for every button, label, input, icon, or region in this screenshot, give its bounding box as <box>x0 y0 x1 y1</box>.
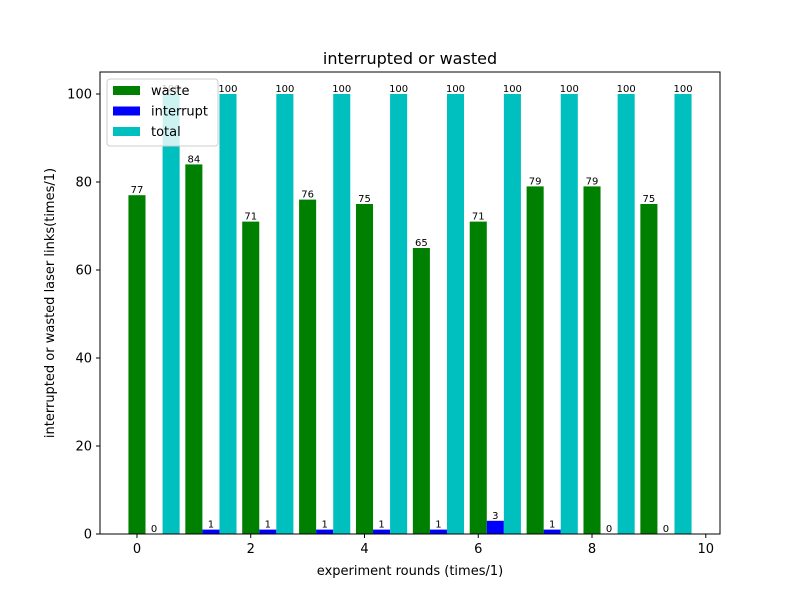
legend-swatch-interrupt <box>113 106 140 116</box>
bar-total-8 <box>617 94 635 534</box>
y-tick-label: 60 <box>75 264 92 279</box>
bar-waste-7 <box>526 186 544 534</box>
data-label-total-2: 100 <box>275 84 294 95</box>
y-axis: 0 20 40 60 80 100 <box>67 88 100 543</box>
data-label-total-8: 100 <box>617 84 636 95</box>
bar-interrupt-5 <box>429 529 447 534</box>
bar-interrupt-3 <box>316 529 334 534</box>
legend-label-interrupt: interrupt <box>151 105 208 120</box>
bar-interrupt-6 <box>486 520 504 534</box>
y-tick-label: 100 <box>67 88 92 103</box>
data-label-waste-8: 79 <box>586 176 599 187</box>
data-label-waste-7: 79 <box>529 176 542 187</box>
data-label-total-9: 100 <box>673 84 692 95</box>
x-axis: 0 2 4 6 8 10 <box>133 534 714 557</box>
data-label-waste-1: 84 <box>187 154 200 165</box>
chart-title: interrupted or wasted <box>323 49 497 68</box>
bar-total-5 <box>446 94 465 534</box>
data-label-waste-2: 71 <box>244 212 257 223</box>
legend: waste interrupt total <box>106 78 219 147</box>
legend-swatch-total <box>113 127 140 136</box>
bars-layer <box>128 94 692 534</box>
bar-waste-6 <box>469 221 487 534</box>
data-label-waste-9: 75 <box>643 194 656 205</box>
y-tick-label: 0 <box>84 528 92 543</box>
bar-waste-8 <box>583 186 601 534</box>
x-tick-label: 0 <box>133 542 141 557</box>
data-label-total-3: 100 <box>332 84 351 95</box>
data-label-interrupt-3: 1 <box>321 520 327 531</box>
legend-label-waste: waste <box>151 84 189 99</box>
data-label-waste-6: 71 <box>472 212 485 223</box>
data-label-total-5: 100 <box>446 84 465 95</box>
bar-total-1 <box>219 94 237 534</box>
legend-swatch-waste <box>113 86 140 95</box>
bar-waste-9 <box>640 204 658 534</box>
bar-total-7 <box>560 94 578 534</box>
legend-label-total: total <box>151 125 181 140</box>
bar-waste-3 <box>299 199 317 534</box>
data-label-total-6: 100 <box>503 84 522 95</box>
bar-total-4 <box>390 94 408 534</box>
plot-frame <box>99 71 721 535</box>
data-label-total-4: 100 <box>389 84 408 95</box>
bar-total-3 <box>333 94 351 534</box>
bar-waste-2 <box>242 221 260 534</box>
bar-total-9 <box>674 94 692 534</box>
y-tick-label: 80 <box>75 176 92 191</box>
data-label-waste-0: 77 <box>131 185 144 196</box>
data-label-waste-3: 76 <box>301 190 314 201</box>
bar-interrupt-4 <box>373 529 391 534</box>
data-label-waste-5: 65 <box>415 238 428 249</box>
bar-waste-0 <box>128 195 146 534</box>
data-label-interrupt-9: 0 <box>663 524 669 535</box>
data-label-total-7: 100 <box>560 84 579 95</box>
bar-waste-1 <box>185 164 203 534</box>
data-label-interrupt-6: 3 <box>492 511 498 522</box>
data-label-interrupt-5: 1 <box>435 520 441 531</box>
data-label-interrupt-4: 1 <box>378 520 384 531</box>
bar-interrupt-1 <box>202 529 220 534</box>
y-axis-label: interrupted or wasted laser links(times/… <box>43 168 58 438</box>
data-label-waste-4: 75 <box>358 194 371 205</box>
data-label-interrupt-2: 1 <box>265 520 271 531</box>
bar-waste-5 <box>412 248 430 534</box>
x-tick-label: 4 <box>360 542 368 557</box>
x-tick-label: 2 <box>247 542 255 557</box>
data-label-interrupt-1: 1 <box>208 520 214 531</box>
bar-total-0 <box>162 94 180 534</box>
x-tick-label: 8 <box>588 542 596 557</box>
y-tick-label: 40 <box>75 352 92 367</box>
bar-total-2 <box>276 94 294 534</box>
bar-waste-4 <box>355 204 374 534</box>
data-label-interrupt-8: 0 <box>606 524 612 535</box>
x-tick-label: 10 <box>698 542 715 557</box>
bar-interrupt-7 <box>543 529 561 534</box>
data-label-interrupt-0: 0 <box>151 524 157 535</box>
bar-total-6 <box>503 94 521 534</box>
y-tick-label: 20 <box>75 440 92 455</box>
data-label-total-1: 100 <box>218 84 237 95</box>
x-axis-label: experiment rounds (times/1) <box>317 564 503 579</box>
x-tick-label: 6 <box>474 542 482 557</box>
bar-interrupt-2 <box>259 529 277 534</box>
data-label-interrupt-7: 1 <box>549 520 555 531</box>
